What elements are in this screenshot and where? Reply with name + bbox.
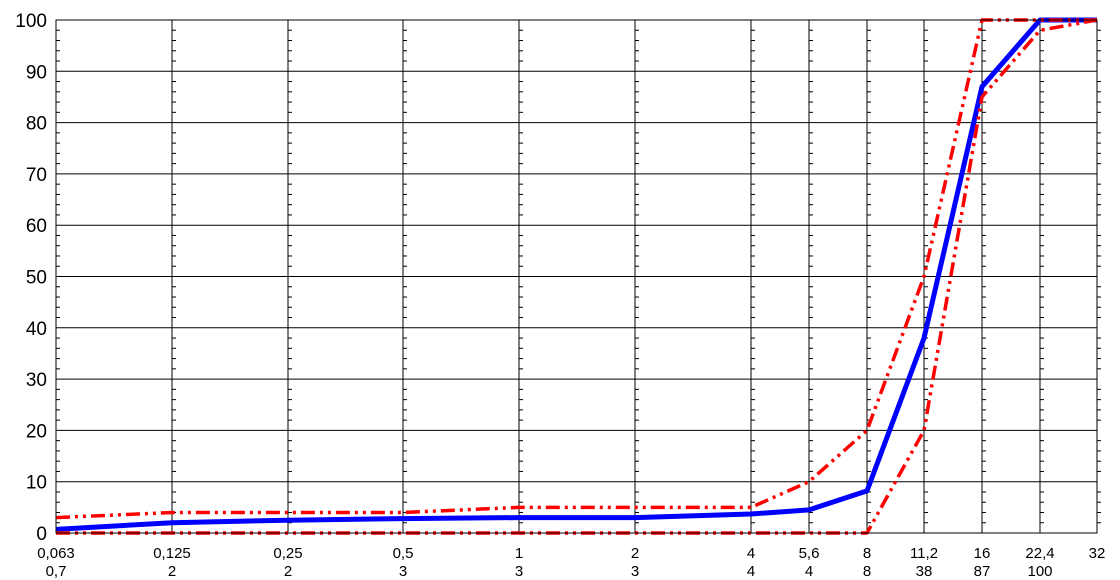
x-tick-label: 8 (863, 545, 871, 562)
y-tick-label-40: 40 (26, 319, 47, 340)
series-line-1 (55, 17, 1097, 532)
x-secondary-label: 4 (747, 563, 755, 580)
y-tick-label-80: 80 (26, 114, 47, 135)
x-tick-label: 32 (1089, 545, 1106, 562)
x-tick-label: 0,063 (37, 545, 75, 562)
x-tick-label: 1 (515, 545, 523, 562)
grid (56, 19, 1101, 534)
x-tick-label: 11,2 (910, 545, 938, 562)
y-tick-label-60: 60 (26, 216, 47, 237)
x-tick-label: 22,4 (1025, 545, 1054, 562)
x-axis-tick-labels: 0,0630,70,12520,2520,531323445,648811,23… (37, 545, 1105, 580)
y-tick-label-10: 10 (26, 473, 47, 494)
x-secondary-label: 2 (284, 563, 292, 580)
x-tick-label: 2 (631, 545, 639, 562)
x-secondary-label: 38 (916, 563, 933, 580)
x-secondary-label: 3 (631, 563, 639, 580)
y-axis-tick-labels: 0 10 20 30 40 50 60 70 80 90 100 (15, 11, 47, 545)
x-secondary-label: 0,7 (46, 563, 67, 580)
x-tick-label: 0,125 (153, 545, 191, 562)
y-tick-label-100: 100 (15, 11, 47, 32)
x-tick-label: 0,25 (273, 545, 302, 562)
x-secondary-label: 2 (168, 563, 176, 580)
y-tick-label-90: 90 (26, 62, 47, 83)
x-secondary-label: 87 (974, 563, 991, 580)
x-secondary-label: 8 (863, 563, 871, 580)
x-tick-label: 5,6 (799, 545, 820, 562)
y-tick-label-50: 50 (26, 268, 47, 289)
x-secondary-label: 100 (1027, 563, 1052, 580)
x-secondary-label: 3 (515, 563, 523, 580)
x-secondary-label: 4 (805, 563, 813, 580)
y-tick-label-20: 20 (26, 421, 47, 442)
y-tick-label-0: 0 (36, 524, 47, 545)
x-tick-label: 16 (974, 545, 991, 562)
y-tick-label-70: 70 (26, 165, 47, 186)
y-tick-label-30: 30 (26, 370, 47, 391)
x-tick-label: 4 (747, 545, 755, 562)
x-secondary-label: 3 (399, 563, 407, 580)
x-tick-label: 0,5 (393, 545, 414, 562)
plot-frame (55, 19, 1098, 534)
